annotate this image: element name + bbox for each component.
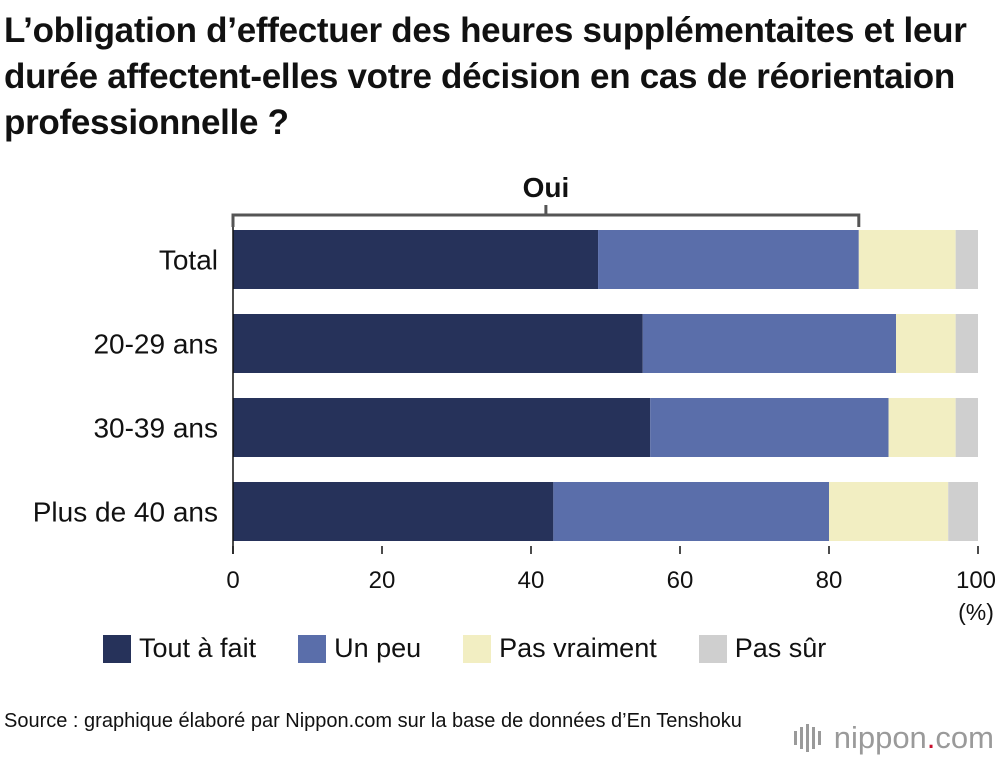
category-label: 20-29 ans	[93, 329, 218, 360]
bar-segment	[598, 230, 859, 289]
bar-segment	[896, 314, 956, 373]
logo-text: nippon	[833, 720, 927, 755]
bar-segment	[233, 482, 554, 541]
legend-label: Tout à fait	[139, 633, 257, 663]
bar-segment	[650, 398, 889, 457]
oui-bracket	[231, 213, 861, 227]
unit-label: (%)	[958, 599, 994, 625]
x-tick-label: 0	[226, 567, 239, 594]
bar-segment	[553, 482, 829, 541]
bar-segment	[233, 314, 643, 373]
legend-swatch	[298, 634, 327, 663]
bar-segment	[955, 398, 978, 457]
x-tick-label: 20	[369, 567, 396, 594]
bar-segment	[955, 230, 978, 289]
legend-swatch	[103, 634, 131, 663]
legend-item-un-peu: Un peu	[298, 633, 421, 664]
legend-swatch	[698, 634, 727, 663]
source-note: Source : graphique élaboré par Nippon.co…	[4, 710, 742, 732]
category-label: 30-39 ans	[93, 413, 218, 444]
x-tick-label: 80	[816, 567, 843, 594]
legend-item-pas-vraiment: Pas vraiment	[463, 633, 657, 664]
legend-swatch	[463, 634, 492, 663]
bar-segment	[955, 314, 978, 373]
legend: Tout à fait Un peu Pas vraiment Pas sûr	[103, 633, 868, 664]
logo-tail: com	[935, 720, 994, 755]
bar-segment	[642, 314, 897, 373]
oui-bracket-label: Oui	[523, 172, 570, 203]
bar-segment	[888, 398, 956, 457]
category-label: Total	[159, 245, 218, 276]
category-label: Plus de 40 ans	[33, 497, 218, 528]
x-tick-label: 100	[956, 567, 996, 594]
bar-segment	[948, 482, 978, 541]
x-tick-label: 40	[518, 567, 545, 594]
bar-segment	[858, 230, 956, 289]
chart-title: L’obligation d’effectuer des heures supp…	[4, 11, 967, 142]
bar-segment	[829, 482, 949, 541]
bar-segment	[233, 230, 599, 289]
logo-dot: .	[926, 720, 936, 755]
legend-label: Pas sûr	[734, 633, 827, 663]
x-tick-label: 60	[667, 567, 694, 594]
bar-segment	[233, 398, 651, 457]
legend-item-tout-a-fait: Tout à fait	[103, 633, 256, 664]
nippon-logo[interactable]: nippon. com	[793, 720, 994, 756]
legend-label: Un peu	[334, 633, 422, 663]
legend-item-pas-sur: Pas sûr	[698, 633, 827, 664]
logo-bars-icon	[793, 724, 824, 752]
legend-label: Pas vraiment	[499, 633, 657, 663]
